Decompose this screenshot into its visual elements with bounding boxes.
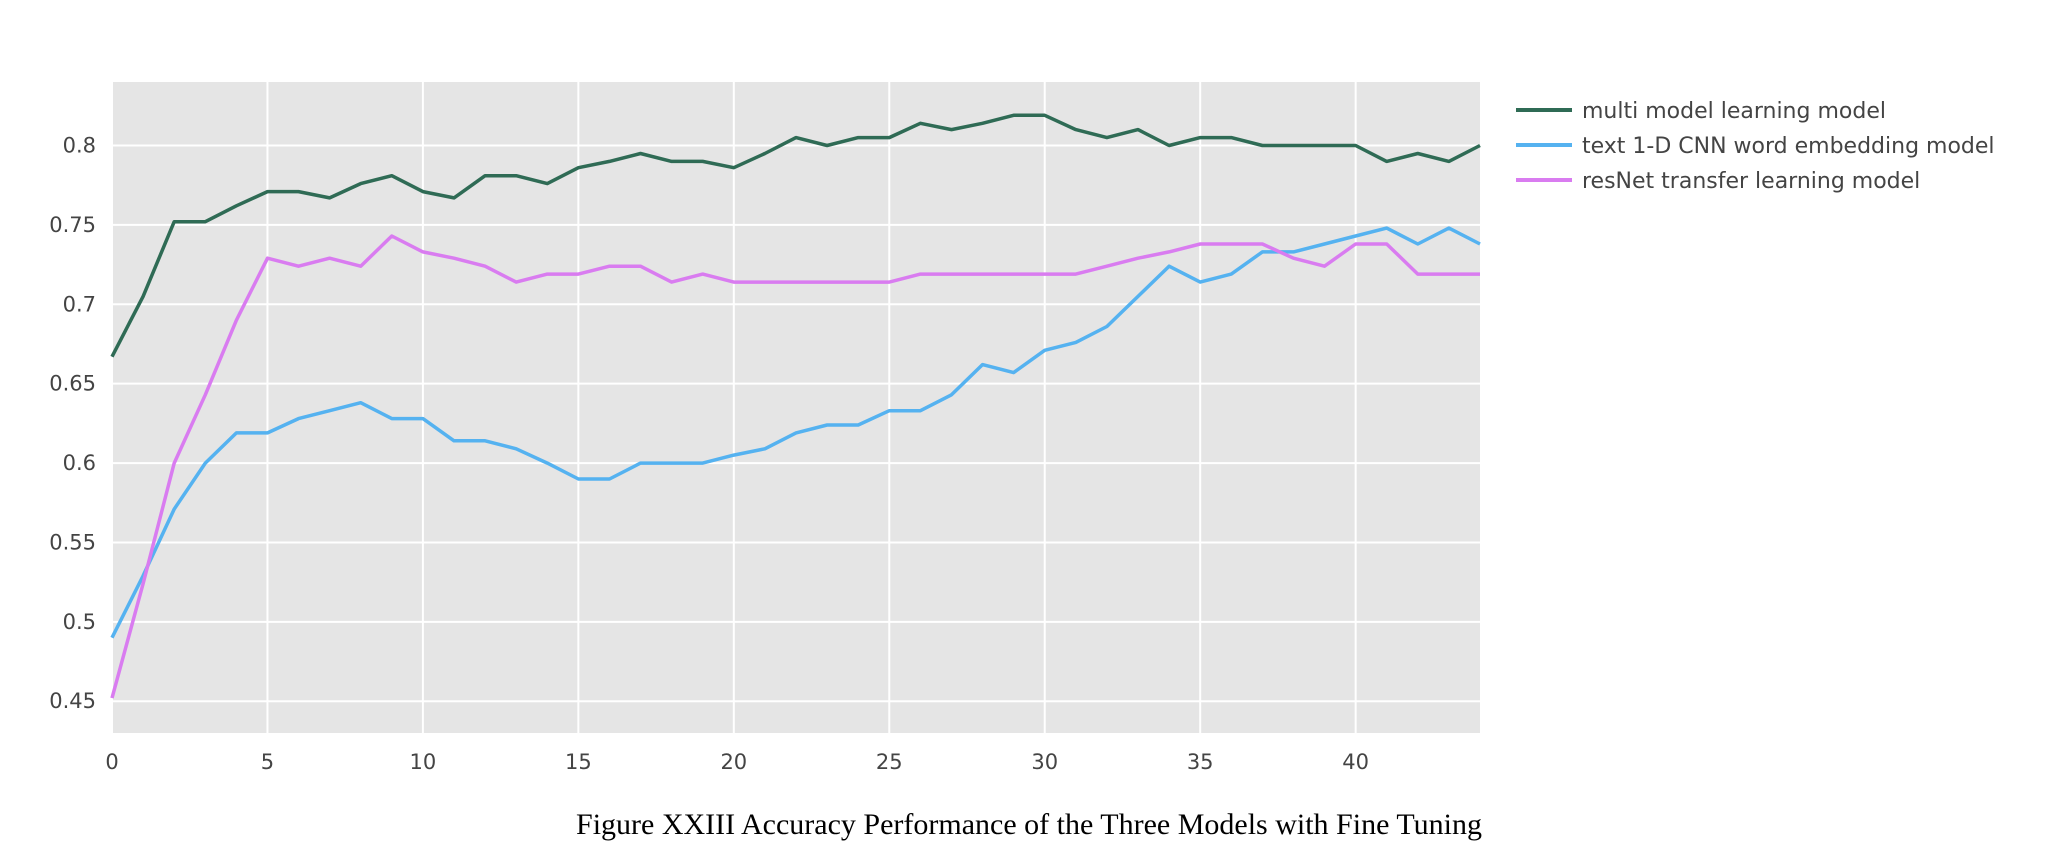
y-tick-label: 0.55 <box>49 530 96 554</box>
y-tick-label: 0.65 <box>49 372 96 396</box>
x-tick-label: 5 <box>261 750 274 774</box>
x-tick-label: 25 <box>876 750 903 774</box>
y-tick-label: 0.75 <box>49 213 96 237</box>
y-tick-label: 0.5 <box>63 610 96 634</box>
y-tick-label: 0.8 <box>63 134 96 158</box>
x-tick-label: 0 <box>105 750 118 774</box>
axis-tick-labels: 0 5 10 15 20 25 30 35 40 0.45 0.5 0.55 0.6 0.65 0.7 0.7… <box>49 134 1369 774</box>
grid-lines <box>111 82 1480 733</box>
series-line-1 <box>110 113 1481 358</box>
x-tick-label: 10 <box>410 750 437 774</box>
line-chart: 0 5 10 15 20 25 30 35 40 0.45 0.5 0.55 0.6 0.65 0.7 0.7… <box>49 82 1995 774</box>
series-lines <box>110 113 1481 699</box>
series-line-2 <box>110 226 1481 639</box>
y-tick-label: 0.6 <box>63 451 96 475</box>
x-tick-label: 40 <box>1342 750 1369 774</box>
legend-label: multi model learning model <box>1582 99 1886 124</box>
legend: multi model learning model text 1-D CNN w… <box>1516 99 1995 194</box>
plot-area <box>112 82 1480 733</box>
y-tick-label: 0.7 <box>63 292 96 316</box>
y-tick-label: 0.45 <box>49 689 96 713</box>
legend-label: resNet transfer learning model <box>1582 169 1920 194</box>
x-tick-label: 15 <box>565 750 592 774</box>
legend-label: text 1-D CNN word embedding model <box>1582 134 1995 159</box>
series-line-3 <box>110 234 1480 699</box>
x-tick-label: 20 <box>720 750 747 774</box>
figure-caption: Figure XXIII Accuracy Performance of the… <box>576 808 1482 841</box>
x-tick-label: 30 <box>1031 750 1058 774</box>
x-tick-label: 35 <box>1187 750 1214 774</box>
